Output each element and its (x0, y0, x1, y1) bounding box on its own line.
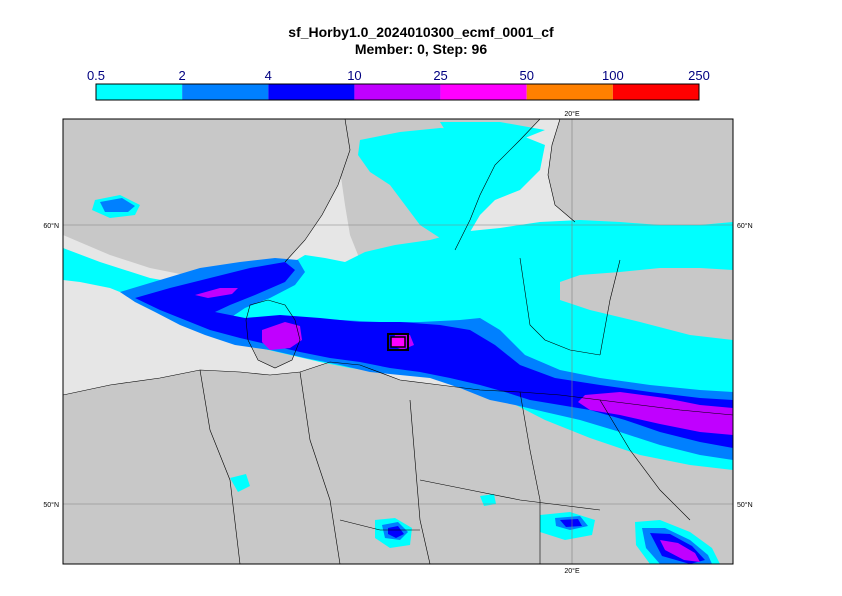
colorbar-level-label: 2 (179, 68, 186, 83)
colorbar-segment (268, 84, 355, 100)
colorbar-level-label: 50 (519, 68, 533, 83)
colorbar-level-label: 0.5 (87, 68, 105, 83)
precip-patch-2-4-west (100, 198, 135, 212)
lon-label-20e-top: 20°E (564, 110, 580, 118)
precip-patch-10-25-denmark (262, 322, 302, 350)
colorbar-segment (96, 84, 183, 100)
lat-label-60n-left: 60°N (43, 222, 59, 230)
map-frame (62, 118, 734, 565)
country-borders (63, 119, 733, 564)
location-marker-outline (387, 333, 409, 351)
colorbar: 0.5 2 4 10 25 50 100 250 (87, 68, 710, 101)
colorbar-level-label: 4 (265, 68, 272, 83)
graticule (63, 119, 733, 564)
precip-band-bothnian-north (440, 122, 545, 142)
map-title: sf_Horby1.0_2024010300_ecmf_0001_cf (288, 24, 554, 40)
colorbar-segment (440, 84, 527, 100)
land-scandinavia-west (63, 119, 350, 278)
colorbar-level-label: 250 (688, 68, 710, 83)
location-marker (390, 336, 406, 348)
colorbar-level-label: 100 (602, 68, 624, 83)
lon-label-20e-bottom: 20°E (564, 567, 580, 575)
lat-label-60n-right: 60°N (737, 222, 753, 230)
colorbar-level-label: 25 (433, 68, 447, 83)
precip-band-gulf-bothnia (358, 128, 545, 238)
colorbar-segment (612, 84, 699, 100)
colorbar-level-label: 10 (347, 68, 361, 83)
precip-patch-10-25-north (195, 288, 238, 298)
precip-patch-10-25-southeast (660, 540, 700, 562)
lat-label-50n-right: 50°N (737, 501, 753, 509)
colorbar-segment (526, 84, 613, 100)
land-finland-east (548, 119, 733, 232)
precip-patch-4-10-carpathian (560, 519, 582, 527)
colorbar-segment (182, 84, 269, 100)
precip-patch-4-10-alps (388, 526, 404, 538)
precip-patch-10-25-east (578, 392, 733, 435)
lat-label-50n-left: 50°N (43, 501, 59, 509)
colorbar-frame (95, 83, 700, 101)
colorbar-segment (354, 84, 441, 100)
map-subtitle: Member: 0, Step: 96 (354, 41, 488, 57)
